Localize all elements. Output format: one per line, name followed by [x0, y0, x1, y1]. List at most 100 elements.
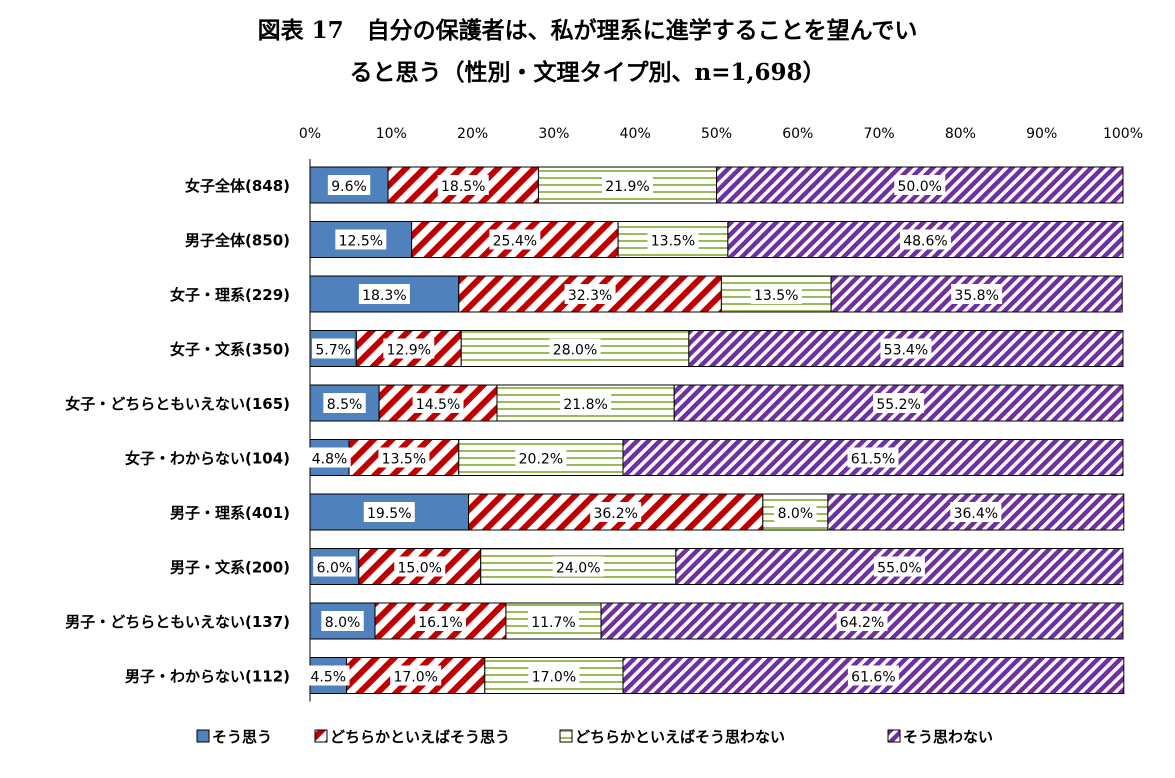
data-label-bg: [383, 338, 435, 359]
data-label-bg: [601, 175, 653, 195]
data-label: 16.1%: [418, 615, 462, 631]
data-label: 12.9%: [387, 343, 431, 359]
data-label: 53.4%: [884, 343, 928, 359]
category-label: 女子・わからない(104): [125, 450, 290, 468]
data-label-bg: [899, 229, 951, 250]
data-label-bg: [552, 556, 604, 577]
category-label: 女子・どちらともいえない(165): [65, 395, 290, 413]
category-label: 女子・文系(350): [170, 341, 290, 359]
legend-label: そう思う: [212, 728, 272, 746]
x-tick-label: 100%: [1103, 126, 1143, 142]
data-label-bg: [549, 338, 601, 359]
data-label: 11.7%: [531, 615, 575, 631]
x-tick-label: 20%: [457, 126, 488, 142]
data-label: 32.3%: [568, 288, 612, 304]
data-label: 8.0%: [325, 615, 361, 631]
data-label-bg: [311, 338, 355, 359]
x-tick-label: 70%: [864, 126, 895, 142]
legend-label: どちらかといえばそう思わない: [575, 728, 785, 746]
data-label-bg: [358, 284, 410, 304]
data-label-bg: [394, 556, 446, 577]
data-label-bg: [527, 611, 579, 631]
category-label: 女子全体(848): [185, 177, 290, 195]
x-tick-label: 80%: [945, 126, 976, 142]
category-label: 男子・どちらともいえない(137): [65, 613, 290, 631]
category-label: 男子・わからない(112): [125, 668, 290, 686]
data-label: 20.2%: [519, 452, 563, 468]
data-label-bg: [335, 229, 387, 250]
data-label-bg: [774, 502, 817, 522]
data-label: 17.0%: [532, 670, 576, 686]
data-label-bg: [951, 284, 1003, 304]
legend-swatch: [314, 729, 328, 743]
data-label-bg: [950, 502, 1002, 522]
data-label-bg: [327, 175, 371, 195]
data-label: 55.0%: [877, 561, 921, 577]
data-label-bg: [323, 393, 366, 413]
data-label-bg: [437, 175, 489, 195]
data-label: 21.9%: [605, 179, 649, 195]
data-label: 4.8%: [312, 452, 348, 468]
data-label-bg: [873, 556, 925, 577]
data-label-bg: [560, 393, 612, 413]
data-label: 6.0%: [317, 561, 353, 577]
x-tick-label: 40%: [620, 126, 651, 142]
data-label: 5.7%: [315, 343, 351, 359]
data-label: 8.0%: [778, 506, 814, 522]
data-label-bg: [390, 665, 442, 686]
data-label-bg: [590, 502, 642, 522]
category-label: 男子・理系(401): [170, 504, 290, 522]
x-tick-label: 0%: [299, 126, 321, 142]
legend-swatch: [559, 729, 573, 743]
data-label: 48.6%: [903, 234, 947, 250]
data-label: 12.5%: [339, 234, 383, 250]
data-label: 13.5%: [754, 288, 798, 304]
data-label-bg: [307, 665, 350, 686]
data-label: 17.0%: [393, 670, 437, 686]
data-label: 36.2%: [593, 506, 637, 522]
data-label-bg: [515, 447, 567, 468]
data-label-bg: [647, 229, 699, 250]
data-label-bg: [412, 393, 464, 413]
data-label: 18.5%: [441, 179, 485, 195]
data-label: 9.6%: [331, 179, 367, 195]
category-label: 男子全体(850): [185, 232, 290, 250]
data-label: 61.5%: [851, 452, 895, 468]
data-label: 21.8%: [563, 397, 607, 413]
data-label: 19.5%: [367, 506, 411, 522]
chart-title: 図表 17 自分の保護者は、私が理系に進学することを望んでい ると思う（性別・文…: [0, 10, 1175, 94]
data-label: 50.0%: [898, 179, 942, 195]
x-tick-label: 50%: [701, 126, 732, 142]
data-label-bg: [378, 447, 430, 468]
data-label: 35.8%: [954, 288, 998, 304]
category-label: 女子・理系(229): [170, 286, 290, 304]
chart-title-line-1: 図表 17 自分の保護者は、私が理系に進学することを望んでい: [257, 17, 918, 44]
x-tick-label: 90%: [1026, 126, 1057, 142]
data-label: 64.2%: [840, 615, 884, 631]
data-label: 13.5%: [382, 452, 426, 468]
legend-swatch: [196, 729, 210, 743]
data-label-bg: [414, 611, 466, 631]
data-label-bg: [528, 665, 580, 686]
legend-label: そう思わない: [903, 728, 993, 746]
data-label: 4.5%: [311, 670, 347, 686]
data-label-bg: [836, 611, 888, 631]
data-label-bg: [847, 447, 899, 468]
data-label: 36.4%: [954, 506, 998, 522]
category-label: 男子・文系(200): [170, 559, 290, 577]
data-label: 25.4%: [493, 234, 537, 250]
data-label: 15.0%: [398, 561, 442, 577]
data-label-bg: [564, 284, 616, 304]
data-label: 55.2%: [876, 397, 920, 413]
data-label-bg: [847, 665, 899, 686]
x-tick-label: 60%: [782, 126, 813, 142]
data-label: 28.0%: [553, 343, 597, 359]
data-label: 14.5%: [416, 397, 460, 413]
legend-label: どちらかといえばそう思う: [330, 728, 510, 746]
data-label: 18.3%: [362, 288, 406, 304]
data-label-bg: [308, 447, 351, 468]
data-label: 8.5%: [327, 397, 363, 413]
legend-swatch: [887, 729, 901, 743]
x-tick-label: 10%: [376, 126, 407, 142]
